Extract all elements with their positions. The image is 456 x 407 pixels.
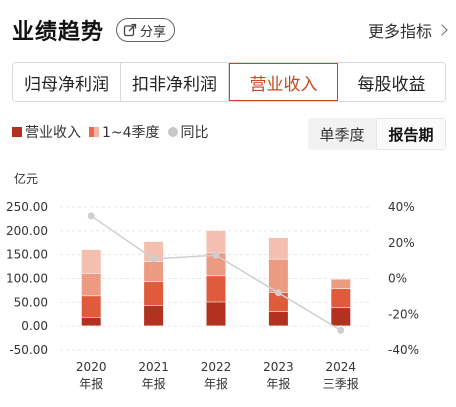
x-tick-type: 年报: [204, 376, 228, 391]
tab-non-gaap-net-profit[interactable]: 扣非净利润: [121, 63, 229, 101]
bar-segment: [268, 311, 288, 326]
bar-segment: [81, 273, 101, 296]
legend-label-yoy: 同比: [180, 125, 209, 141]
x-tick-type: 年报: [79, 376, 103, 391]
legend-item-quarters: 1~4季度: [89, 122, 160, 142]
y2-tick-label: 0%: [388, 272, 407, 286]
more-metrics-link[interactable]: 更多指标: [367, 18, 448, 42]
legend-item-total: 营业收入: [12, 122, 81, 142]
bar-segment: [144, 281, 164, 306]
legend-dot-yoy: [167, 127, 178, 137]
y2-tick-label: -40%: [388, 343, 419, 357]
revenue-chart: 250.00 200.00 150.00 100.00 50.00 0.00 -50.00 4…: [6, 200, 419, 391]
x-tick-year: 2020: [76, 360, 107, 374]
y2-tick-label: -20%: [388, 307, 419, 321]
tab-parent-net-profit[interactable]: 归母净利润: [13, 63, 121, 101]
tab-eps[interactable]: 每股收益: [338, 63, 445, 101]
bar-segment: [206, 302, 226, 326]
chevron-right-icon: [436, 24, 448, 36]
yoy-point: [337, 326, 345, 334]
yoy-point: [274, 289, 282, 297]
y-tick-label: -50.00: [9, 343, 48, 357]
header: 业绩趋势 分享 更多指标: [12, 10, 448, 50]
y2-tick-label: 40%: [388, 200, 415, 214]
chart-legend: 营业收入 1~4季度 同比: [12, 122, 217, 142]
y-tick-label: 200.00: [6, 224, 48, 238]
x-tick-year: 2024: [326, 360, 357, 374]
legend-swatch-quarters: [89, 127, 99, 137]
yoy-point: [87, 212, 95, 220]
share-label: 分享: [140, 24, 167, 40]
x-tick-year: 2022: [201, 360, 232, 374]
metric-tabs: 归母净利润 扣非净利润 营业收入 每股收益: [12, 62, 446, 102]
bar-segment: [81, 296, 101, 317]
legend-label-quarters: 1~4季度: [102, 125, 160, 141]
bar-segment: [331, 279, 351, 289]
tab-operating-revenue[interactable]: 营业收入: [229, 63, 338, 101]
y-tick-label: 100.00: [6, 272, 48, 286]
x-tick-type: 三季报: [323, 376, 359, 391]
x-tick-year: 2023: [263, 360, 294, 374]
report-period-button[interactable]: 报告期: [376, 118, 446, 150]
share-icon: [123, 23, 137, 37]
legend-swatch-total: [12, 127, 22, 137]
bar-segment: [144, 305, 164, 326]
y-axis-unit: 亿元: [14, 172, 39, 186]
bar-segment: [268, 292, 288, 312]
bar-segment: [144, 261, 164, 282]
more-metrics-label: 更多指标: [367, 22, 432, 41]
x-tick-type: 年报: [142, 376, 166, 391]
bar-segment: [206, 276, 226, 302]
page-title: 业绩趋势: [12, 20, 105, 45]
bar-segment: [331, 288, 351, 308]
bar-segment: [81, 249, 101, 274]
bar-segment: [268, 237, 288, 259]
yoy-point: [150, 255, 158, 263]
share-button[interactable]: 分享: [116, 18, 176, 42]
period-toggle: 单季度 报告期: [308, 118, 446, 150]
x-tick-type: 年报: [266, 376, 290, 391]
x-tick-year: 2021: [138, 360, 169, 374]
yoy-point: [212, 251, 220, 259]
y-tick-label: 250.00: [6, 200, 48, 214]
y-tick-label: 50.00: [14, 295, 48, 309]
single-quarter-button[interactable]: 单季度: [319, 125, 365, 144]
y-tick-label: 0.00: [21, 319, 48, 333]
bar-segment: [268, 259, 288, 293]
bar-segment: [206, 230, 226, 253]
legend-item-yoy: 同比: [167, 122, 209, 142]
y-tick-label: 150.00: [6, 248, 48, 262]
y2-tick-label: 20%: [388, 236, 415, 250]
legend-label-total: 营业收入: [25, 125, 81, 141]
bar-segment: [81, 317, 101, 326]
bar-segment: [331, 308, 351, 326]
